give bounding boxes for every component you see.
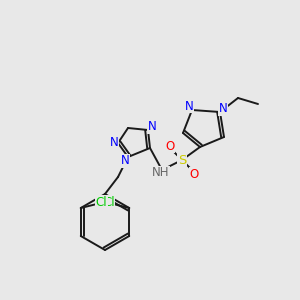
- Text: Cl: Cl: [95, 196, 107, 208]
- Text: N: N: [219, 103, 227, 116]
- Text: O: O: [165, 140, 175, 152]
- Text: N: N: [110, 136, 118, 149]
- Text: O: O: [189, 167, 199, 181]
- Text: S: S: [178, 154, 186, 166]
- Text: Cl: Cl: [103, 196, 115, 208]
- Text: NH: NH: [152, 167, 170, 179]
- Text: N: N: [121, 154, 129, 167]
- Text: N: N: [184, 100, 194, 112]
- Text: N: N: [148, 121, 156, 134]
